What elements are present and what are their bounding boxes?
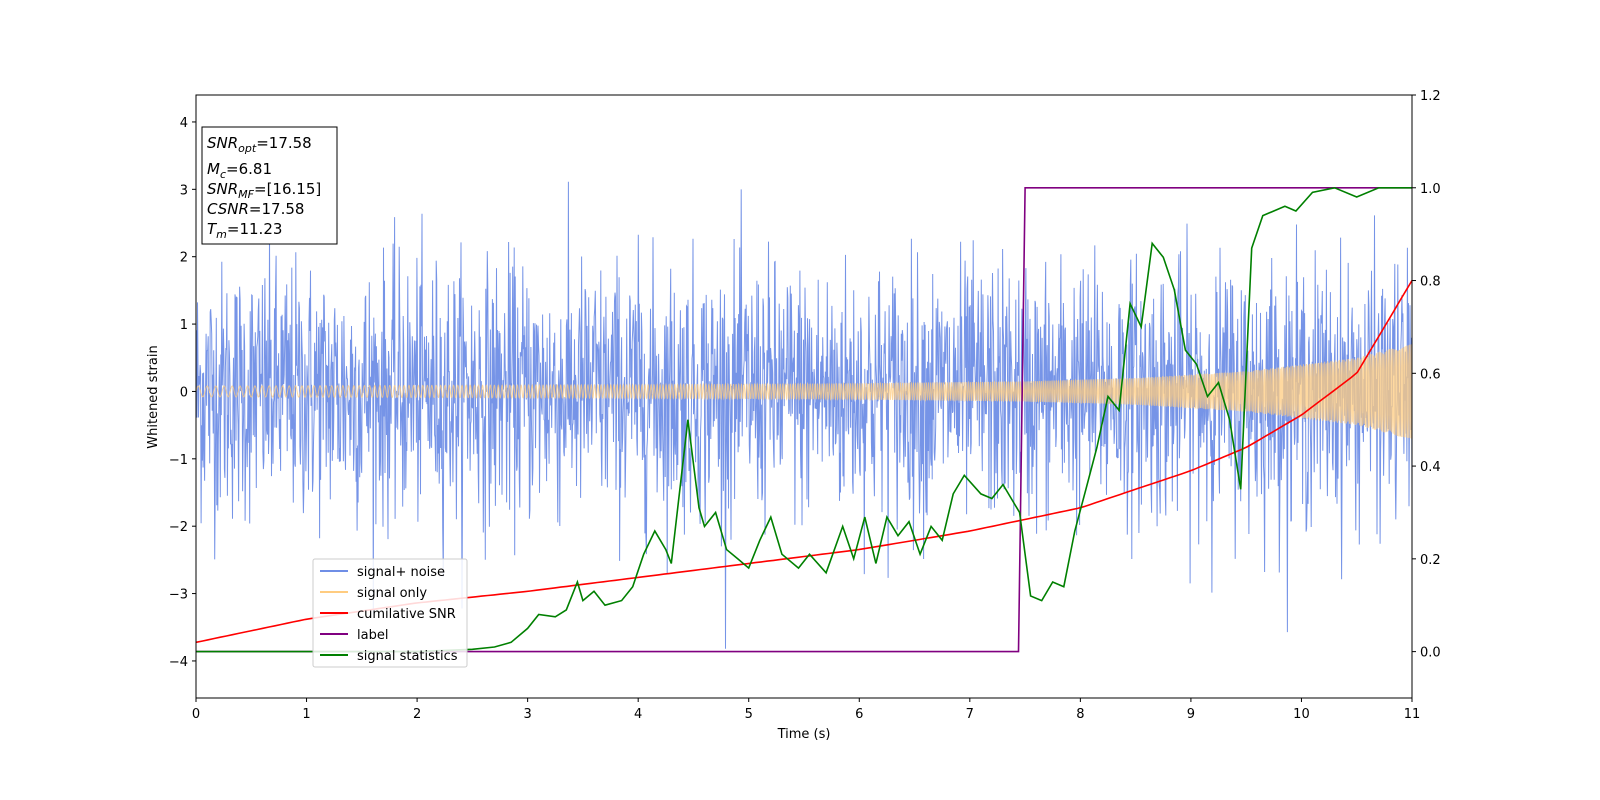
- stat-snr-opt: SNRopt=17.58: [207, 134, 312, 155]
- legend-frame: [312, 558, 468, 668]
- y-right-tick-label: 0.0: [1420, 646, 1441, 661]
- y-axis-left-ticks: 4 3 2 1 0 −1 −2 −3 −4: [169, 116, 196, 670]
- y-right-tick-label: 0.6: [1420, 367, 1441, 382]
- legend-label: label: [357, 628, 388, 643]
- series-signal-statistics: [196, 186, 1412, 653]
- stat-snr-mf: SNRMF=[16.15]: [207, 180, 321, 201]
- stats-box: SNRopt=17.58 Mc=6.81 SNRMF=[16.15] CSNR=…: [201, 126, 338, 245]
- y-left-tick-label: 4: [180, 116, 188, 131]
- x-tick-label: 4: [634, 707, 642, 722]
- x-tick-label: 3: [523, 707, 531, 722]
- stat-mc: Mc=6.81: [207, 160, 272, 181]
- y-right-tick-label: 0.4: [1420, 460, 1441, 475]
- x-tick-label: 2: [413, 707, 421, 722]
- series-signal-noise: [195, 181, 1413, 649]
- y-axis-label: Whitened strain: [146, 345, 161, 448]
- x-tick-label: 11: [1404, 707, 1421, 722]
- series-signal-only: [195, 344, 1413, 439]
- legend-label: signal statistics: [357, 649, 458, 664]
- y-left-tick-label: −4: [169, 655, 188, 670]
- y-right-tick-label: 0.8: [1420, 275, 1441, 290]
- legend: signal+ noise signal only cumilative SNR la…: [312, 558, 468, 668]
- y-left-tick-label: −1: [169, 453, 188, 468]
- y-left-tick-label: 2: [180, 251, 188, 266]
- x-tick-label: 8: [1076, 707, 1084, 722]
- stat-tm: Tm=11.23: [207, 220, 282, 241]
- y-right-tick-label: 0.2: [1420, 553, 1441, 568]
- legend-label: cumilative SNR: [357, 607, 456, 622]
- y-axis-right-ticks: 1.2 1.0 0.8 0.6 0.4 0.2 0.0: [1412, 89, 1441, 661]
- legend-label: signal only: [357, 586, 427, 601]
- x-tick-label: 7: [966, 707, 974, 722]
- label-line: [196, 187, 1412, 653]
- y-right-tick-label: 1.2: [1420, 89, 1441, 104]
- legend-label: signal+ noise: [357, 565, 445, 580]
- y-left-tick-label: 0: [180, 385, 188, 400]
- y-left-tick-label: 3: [180, 183, 188, 198]
- x-axis-label: Time (s): [777, 727, 831, 742]
- series-label: [196, 187, 1412, 653]
- stat-csnr: CSNR=17.58: [207, 200, 304, 218]
- y-left-tick-label: 1: [180, 318, 188, 333]
- stats-box-frame: [201, 126, 338, 245]
- y-left-tick-label: −3: [169, 588, 188, 603]
- signal-statistics-line: [196, 186, 1412, 653]
- x-tick-label: 9: [1187, 707, 1195, 722]
- x-tick-label: 6: [855, 707, 863, 722]
- y-right-tick-label: 1.0: [1420, 182, 1441, 197]
- y-left-tick-label: −2: [169, 520, 188, 535]
- x-tick-label: 5: [745, 707, 753, 722]
- x-tick-label: 0: [192, 707, 200, 722]
- x-tick-label: 1: [302, 707, 310, 722]
- x-axis-ticks: 0 1 2 3 4 5 6 7 8 9 10 11: [192, 698, 1420, 722]
- x-tick-label: 10: [1293, 707, 1310, 722]
- signal-only-trace: [195, 344, 1413, 439]
- noise-trace: [195, 181, 1413, 649]
- axes-frame: [195, 94, 1413, 699]
